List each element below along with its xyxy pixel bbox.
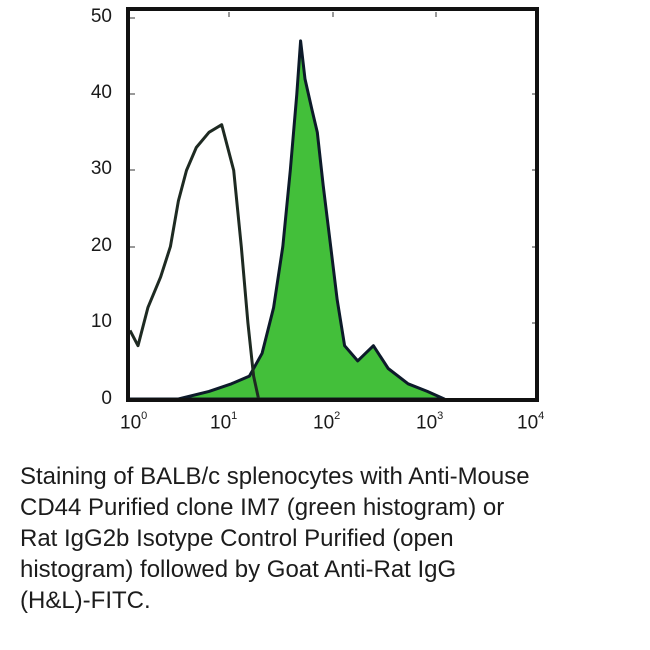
plot-frame <box>126 7 539 402</box>
x-tick-10e4: 104 <box>517 410 545 434</box>
x-tick-base: 10 <box>416 412 438 434</box>
caption-line: (H&L)-FITC. <box>20 587 151 614</box>
y-tick-20: 20 <box>90 235 112 256</box>
histogram-chart: 50 40 30 20 10 0 100 101 102 103 104 <box>90 6 545 434</box>
x-tick-10e3: 103 <box>416 410 444 434</box>
y-tick-50: 50 <box>90 6 112 27</box>
x-tick-exp: 2 <box>334 410 341 422</box>
plot-area <box>126 7 539 402</box>
cd44-filled-histogram <box>128 39 446 401</box>
x-tick-exp: 0 <box>141 410 148 422</box>
figure-caption: Staining of BALB/c splenocytes with Anti… <box>20 461 640 616</box>
y-tick-40: 40 <box>90 82 112 103</box>
caption-line: CD44 Purified clone IM7 (green histogram… <box>20 494 505 521</box>
caption-line: histogram) followed by Goat Anti-Rat IgG <box>20 556 457 583</box>
x-tick-10e1: 101 <box>210 410 238 434</box>
axis-ticks <box>130 12 535 324</box>
x-tick-exp: 4 <box>538 410 545 422</box>
caption-line: Rat IgG2b Isotype Control Purified (open <box>20 525 454 552</box>
y-tick-30: 30 <box>90 158 112 179</box>
x-tick-base: 10 <box>313 412 335 434</box>
x-tick-exp: 1 <box>231 410 238 422</box>
x-tick-10e0: 100 <box>120 410 148 434</box>
caption-line: Staining of BALB/c splenocytes with Anti… <box>20 463 530 490</box>
x-tick-base: 10 <box>210 412 232 434</box>
x-tick-base: 10 <box>120 412 142 434</box>
y-tick-0: 0 <box>101 388 112 409</box>
x-tick-base: 10 <box>517 412 539 434</box>
x-tick-10e2: 102 <box>313 410 341 434</box>
x-tick-exp: 3 <box>437 410 444 422</box>
y-tick-10: 10 <box>90 311 112 332</box>
isotype-open-histogram <box>128 123 261 400</box>
